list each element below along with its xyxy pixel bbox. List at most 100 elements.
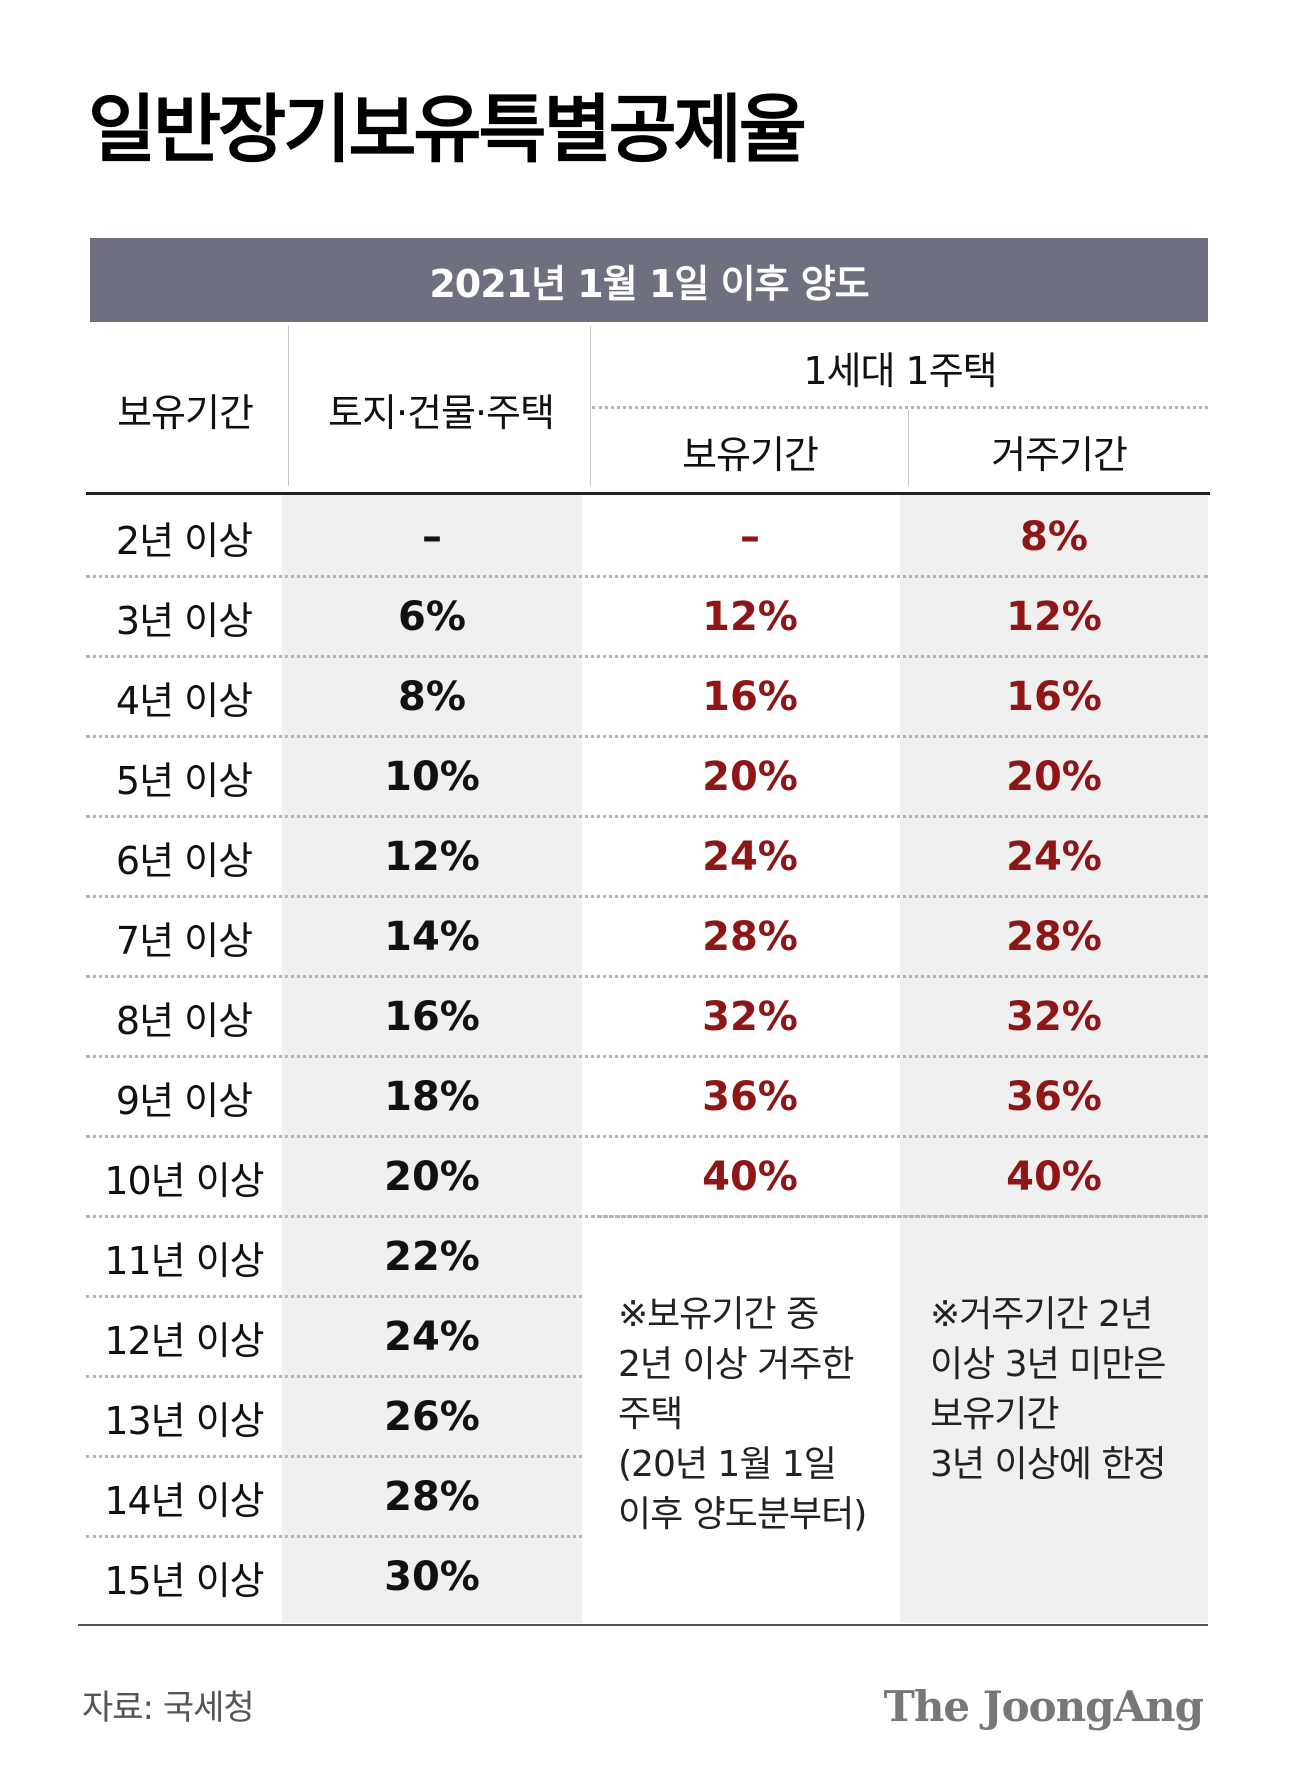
row-divider (86, 1295, 582, 1298)
header-one-house: 1세대 1주택 (803, 349, 997, 393)
cell-land: 20% (384, 1154, 480, 1200)
row-divider (86, 575, 1208, 578)
header-residence: 거주기간 (991, 433, 1128, 477)
source-text: 자료: 국세청 (82, 1688, 255, 1728)
cell-residence: 16% (1006, 674, 1102, 720)
header-divider (590, 326, 591, 486)
table-row: 2년 이상 – – 8% (0, 497, 1293, 577)
cell-period: 12년 이상 (104, 1318, 264, 1363)
note-line: (20년 1월 1일 (618, 1444, 837, 1485)
cell-land: 16% (384, 994, 480, 1040)
note-line: 주택 (618, 1394, 683, 1435)
cell-period: 5년 이상 (115, 758, 253, 803)
header-bottom-rule (86, 492, 1210, 495)
cell-land: 10% (384, 754, 480, 800)
cell-land: 28% (384, 1474, 480, 1520)
table-row: 14년 이상 28% (0, 1457, 1293, 1537)
cell-holding: 32% (702, 994, 798, 1040)
row-divider (592, 1215, 1208, 1218)
table-row: 7년 이상 14% 28% 28% (0, 897, 1293, 977)
note-line: 이후 양도분부터) (618, 1494, 867, 1535)
brand-logo: The JoongAng (883, 1682, 1204, 1731)
cell-holding: 36% (702, 1074, 798, 1120)
cell-period: 2년 이상 (115, 518, 253, 563)
residence-column-shade (900, 495, 1208, 1623)
table-banner: 2021년 1월 1일 이후 양도 (90, 238, 1208, 322)
cell-residence: 28% (1006, 914, 1102, 960)
cell-period: 7년 이상 (115, 918, 253, 963)
land-column-shade (282, 495, 582, 1623)
table-row: 12년 이상 24% (0, 1297, 1293, 1377)
cell-land: 30% (384, 1554, 480, 1600)
cell-period: 9년 이상 (115, 1078, 253, 1123)
row-divider (86, 1375, 582, 1378)
header-divider (908, 410, 909, 486)
note-line: 2년 이상 거주한 (618, 1344, 855, 1385)
cell-residence: 40% (1006, 1154, 1102, 1200)
cell-period: 10년 이상 (104, 1158, 264, 1203)
header-divider (288, 326, 289, 486)
cell-residence: 12% (1006, 594, 1102, 640)
cell-holding: 40% (702, 1154, 798, 1200)
cell-holding: 28% (702, 914, 798, 960)
note-line: ※거주기간 2년 (930, 1294, 1153, 1335)
cell-residence: 24% (1006, 834, 1102, 880)
row-divider (86, 815, 1208, 818)
note-line: 3년 이상에 한정 (930, 1444, 1167, 1485)
note-line: ※보유기간 중 (618, 1294, 819, 1335)
cell-land: 22% (384, 1234, 480, 1280)
header-land: 토지·건물·주택 (328, 391, 555, 435)
cell-period: 11년 이상 (104, 1238, 264, 1283)
cell-land: 24% (384, 1314, 480, 1360)
cell-period: 15년 이상 (104, 1558, 264, 1603)
cell-holding: 12% (702, 594, 798, 640)
cell-holding: 16% (702, 674, 798, 720)
row-divider (86, 1535, 582, 1538)
row-divider (86, 1055, 1208, 1058)
cell-period: 3년 이상 (115, 598, 253, 643)
table-row: 10년 이상 20% 40% 40% (0, 1137, 1293, 1217)
cell-residence: 8% (1020, 514, 1088, 560)
table-row: 4년 이상 8% 16% 16% (0, 657, 1293, 737)
cell-land: 8% (398, 674, 466, 720)
cell-residence: 20% (1006, 754, 1102, 800)
table-row: 8년 이상 16% 32% 32% (0, 977, 1293, 1057)
header-dotted-line (592, 406, 1208, 409)
table-bottom-rule (78, 1624, 1208, 1626)
cell-land: 26% (384, 1394, 480, 1440)
table-row: 15년 이상 30% (0, 1537, 1293, 1617)
cell-land: – (422, 514, 442, 560)
table-row: 3년 이상 6% 12% 12% (0, 577, 1293, 657)
row-divider (86, 735, 1208, 738)
header-period: 보유기간 (117, 391, 254, 435)
header-holding: 보유기간 (682, 433, 819, 477)
cell-period: 4년 이상 (115, 678, 253, 723)
cell-land: 12% (384, 834, 480, 880)
cell-land: 14% (384, 914, 480, 960)
cell-residence: 32% (1006, 994, 1102, 1040)
page-title: 일반장기보유특별공제율 (88, 87, 807, 173)
table-row: 6년 이상 12% 24% 24% (0, 817, 1293, 897)
row-divider (86, 1135, 1208, 1138)
cell-land: 18% (384, 1074, 480, 1120)
cell-holding: 20% (702, 754, 798, 800)
cell-period: 6년 이상 (115, 838, 253, 883)
cell-land: 6% (398, 594, 466, 640)
table-row: 13년 이상 26% (0, 1377, 1293, 1457)
table-row: 11년 이상 22% (0, 1217, 1293, 1297)
row-divider (86, 655, 1208, 658)
note-line: 보유기간 (930, 1394, 1059, 1435)
row-divider (86, 895, 1208, 898)
cell-residence: 36% (1006, 1074, 1102, 1120)
table-row: 5년 이상 10% 20% 20% (0, 737, 1293, 817)
table-row: 9년 이상 18% 36% 36% (0, 1057, 1293, 1137)
cell-holding: – (740, 514, 760, 560)
row-divider (86, 975, 1208, 978)
note-line: 이상 3년 미만은 (930, 1344, 1167, 1385)
cell-period: 8년 이상 (115, 998, 253, 1043)
cell-period: 13년 이상 (104, 1398, 264, 1443)
cell-holding: 24% (702, 834, 798, 880)
cell-period: 14년 이상 (104, 1478, 264, 1523)
